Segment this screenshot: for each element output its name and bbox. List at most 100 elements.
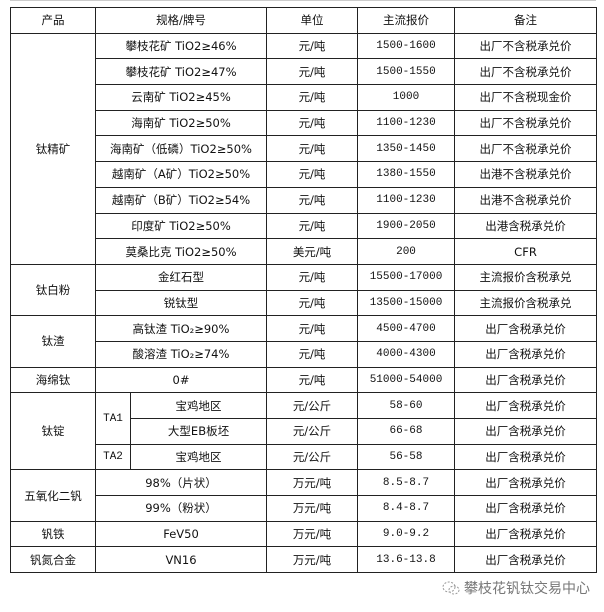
product-cell: 海绵钛 bbox=[10, 366, 96, 394]
price-cell: 58-60 bbox=[357, 392, 455, 419]
note-cell: 主流报价含税承兑 bbox=[454, 289, 597, 317]
spec-cell: 海南矿 TiO2≥50% bbox=[95, 109, 267, 137]
note-cell: 出厂含税承兑价 bbox=[454, 443, 597, 471]
table-row: 攀枝花矿 TiO2≥47% 元/吨 1500-1550 出厂不含税承兑价 bbox=[11, 58, 597, 86]
spec-cell: 印度矿 TiO2≥50% bbox=[95, 212, 267, 240]
unit-cell: 美元/吨 bbox=[266, 238, 358, 265]
table-row: 海南矿（低磷）TiO2≥50% 元/吨 1350-1450 出厂不含税承兑价 bbox=[11, 135, 597, 163]
spec-cell: 宝鸡地区 bbox=[130, 392, 267, 419]
unit-cell: 元/吨 bbox=[266, 340, 358, 368]
table-row: 99%（粉状） 万元/吨 8.4-8.7 出厂含税承兑价 bbox=[11, 495, 597, 522]
table-row: TA2 宝鸡地区 元/公斤 56-58 出厂含税承兑价 bbox=[11, 443, 597, 471]
price-cell: 8.4-8.7 bbox=[357, 495, 455, 522]
table-row: 钒氮合金 VN16 万元/吨 13.6-13.8 出厂含税承兑价 bbox=[10, 546, 597, 574]
table-row: 五氧化二钒 98%（片状） 万元/吨 8.5-8.7 出厂含税承兑价 bbox=[10, 469, 597, 522]
price-cell: 9.0-9.2 bbox=[357, 520, 455, 548]
table-row: 莫桑比克 TiO2≥50% 美元/吨 200 CFR bbox=[11, 238, 597, 265]
price-cell: 200 bbox=[357, 238, 455, 265]
table-row: 钛白粉 金红石型 元/吨 15500-17000 主流报价含税承兑 bbox=[10, 263, 597, 317]
unit-cell: 元/吨 bbox=[266, 186, 358, 214]
wechat-icon bbox=[442, 581, 460, 595]
note-cell: 出港不含税承兑价 bbox=[454, 186, 597, 214]
table-row: 钒铁 FeV50 万元/吨 9.0-9.2 出厂含税承兑价 bbox=[10, 520, 597, 548]
header-spec: 规格/牌号 bbox=[95, 7, 267, 34]
price-cell: 66-68 bbox=[357, 418, 455, 445]
price-cell: 51000-54000 bbox=[357, 366, 455, 394]
unit-cell: 元/吨 bbox=[266, 263, 358, 291]
spec-cell: 宝鸡地区 bbox=[130, 443, 267, 471]
top-divider bbox=[10, 0, 596, 1]
header-note: 备注 bbox=[454, 7, 597, 34]
note-cell: 出厂含税承兑价 bbox=[454, 340, 597, 368]
price-cell: 1500-1600 bbox=[357, 32, 455, 60]
header-row: 产品 规格/牌号 单位 主流报价 备注 bbox=[10, 7, 597, 34]
spec-cell: 0# bbox=[95, 366, 267, 394]
price-cell: 1100-1230 bbox=[357, 186, 455, 214]
unit-cell: 元/公斤 bbox=[266, 443, 358, 471]
price-cell: 8.5-8.7 bbox=[357, 469, 455, 497]
table-row: 大型EB板坯 元/公斤 66-68 出厂含税承兑价 bbox=[11, 418, 597, 445]
table-row: 海绵钛 0# 元/吨 51000-54000 出厂含税承兑价 bbox=[10, 366, 597, 394]
unit-cell: 元/吨 bbox=[266, 84, 358, 111]
unit-cell: 元/吨 bbox=[266, 58, 358, 86]
header-price: 主流报价 bbox=[357, 7, 455, 34]
header-unit: 单位 bbox=[266, 7, 358, 34]
spec-cell: 海南矿（低磷）TiO2≥50% bbox=[95, 135, 267, 163]
unit-cell: 元/吨 bbox=[266, 289, 358, 317]
table-row: 印度矿 TiO2≥50% 元/吨 1900-2050 出港含税承兑价 bbox=[11, 212, 597, 240]
price-cell: 4000-4300 bbox=[357, 340, 455, 368]
note-cell: 出厂不含税承兑价 bbox=[454, 135, 597, 163]
note-cell: 出厂不含税承兑价 bbox=[454, 58, 597, 86]
unit-cell: 元/公斤 bbox=[266, 418, 358, 445]
price-cell: 4500-4700 bbox=[357, 315, 455, 342]
price-cell: 1500-1550 bbox=[357, 58, 455, 86]
price-cell: 1100-1230 bbox=[357, 109, 455, 137]
price-cell: 1380-1550 bbox=[357, 161, 455, 188]
note-cell: 出厂不含税承兑价 bbox=[454, 32, 597, 60]
unit-cell: 元/吨 bbox=[266, 135, 358, 163]
product-cell: 钛白粉 bbox=[10, 263, 96, 317]
note-cell: 出厂含税承兑价 bbox=[454, 495, 597, 522]
table-row: 钛锭 TA1 宝鸡地区 元/公斤 58-60 出厂含税承兑价 bbox=[10, 392, 597, 471]
note-cell: 出厂不含税承兑价 bbox=[454, 109, 597, 137]
grade-cell: TA2 bbox=[95, 443, 131, 471]
note-cell: 主流报价含税承兑 bbox=[454, 263, 597, 291]
unit-cell: 元/吨 bbox=[266, 109, 358, 137]
spec-cell: 高钛渣 TiO₂≥90% bbox=[95, 315, 267, 342]
product-cell: 钛精矿 bbox=[10, 32, 96, 265]
spec-cell: VN16 bbox=[95, 546, 267, 574]
table-row: 酸溶渣 TiO₂≥74% 元/吨 4000-4300 出厂含税承兑价 bbox=[11, 340, 597, 368]
spec-cell: 大型EB板坯 bbox=[130, 418, 267, 445]
note-cell: 出厂含税承兑价 bbox=[454, 315, 597, 342]
unit-cell: 万元/吨 bbox=[266, 520, 358, 548]
price-cell: 1350-1450 bbox=[357, 135, 455, 163]
spec-cell: 攀枝花矿 TiO2≥47% bbox=[95, 58, 267, 86]
price-cell: 13.6-13.8 bbox=[357, 546, 455, 574]
table-row: 海南矿 TiO2≥50% 元/吨 1100-1230 出厂不含税承兑价 bbox=[11, 109, 597, 137]
unit-cell: 万元/吨 bbox=[266, 469, 358, 497]
spec-cell: 99%（粉状） bbox=[95, 495, 267, 522]
footer-watermark: 攀枝花钒钛交易中心 bbox=[442, 578, 590, 598]
product-cell: 钛渣 bbox=[10, 315, 96, 368]
table-row: 云南矿 TiO2≥45% 元/吨 1000 出厂不含税现金价 bbox=[11, 84, 597, 111]
price-cell: 13500-15000 bbox=[357, 289, 455, 317]
spec-cell: 云南矿 TiO2≥45% bbox=[95, 84, 267, 111]
unit-cell: 元/吨 bbox=[266, 32, 358, 60]
product-cell: 五氧化二钒 bbox=[10, 469, 96, 522]
spec-cell: FeV50 bbox=[95, 520, 267, 548]
note-cell: 出厂含税承兑价 bbox=[454, 418, 597, 445]
unit-cell: 万元/吨 bbox=[266, 495, 358, 522]
product-cell: 钒氮合金 bbox=[10, 546, 96, 574]
note-cell: 出厂含税承兑价 bbox=[454, 366, 597, 394]
price-cell: 1000 bbox=[357, 84, 455, 111]
unit-cell: 元/吨 bbox=[266, 315, 358, 342]
table-row: 钛渣 高钛渣 TiO₂≥90% 元/吨 4500-4700 出厂含税承兑价 bbox=[10, 315, 597, 368]
spec-cell: 莫桑比克 TiO2≥50% bbox=[95, 238, 267, 265]
header-product: 产品 bbox=[10, 7, 96, 34]
note-cell: 出厂含税承兑价 bbox=[454, 469, 597, 497]
unit-cell: 元/吨 bbox=[266, 366, 358, 394]
spec-cell: 越南矿（B矿）TiO2≥54% bbox=[95, 186, 267, 214]
spec-cell: 金红石型 bbox=[95, 263, 267, 291]
price-cell: 15500-17000 bbox=[357, 263, 455, 291]
price-cell: 56-58 bbox=[357, 443, 455, 471]
